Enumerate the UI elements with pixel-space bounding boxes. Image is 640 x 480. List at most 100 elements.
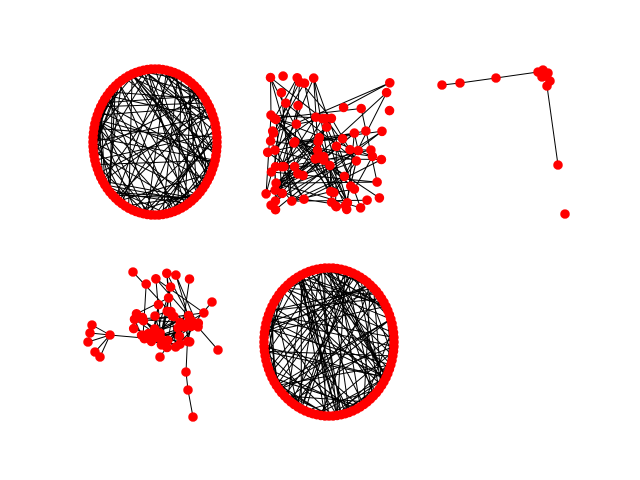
random-edge — [281, 165, 330, 168]
shell-edge — [265, 284, 371, 325]
shell-edge — [287, 318, 392, 400]
random-node — [298, 170, 308, 181]
spring-node — [155, 352, 165, 362]
spring-node — [87, 320, 97, 330]
spring-node — [146, 336, 157, 347]
shell-edge — [297, 277, 338, 416]
spring-node — [165, 282, 176, 292]
random-node — [321, 122, 332, 132]
shell-edge — [271, 377, 361, 408]
random-node — [278, 71, 288, 81]
circular-edge — [102, 73, 179, 182]
spring-node — [149, 324, 160, 334]
circular-edge — [94, 123, 114, 196]
circular-edge — [102, 180, 195, 199]
random-edge — [343, 82, 391, 108]
random-edge — [270, 77, 323, 120]
random-node — [372, 177, 382, 187]
random-node — [326, 197, 337, 207]
spring-edge — [142, 284, 147, 336]
random-node — [312, 145, 323, 156]
spring-node — [183, 336, 193, 347]
spring-node — [83, 337, 93, 347]
random-node — [299, 194, 309, 204]
spring-node — [193, 318, 204, 328]
random-edge — [275, 165, 331, 211]
circular-edge — [118, 88, 198, 202]
shell-edge — [290, 276, 361, 403]
shell-edge — [268, 271, 350, 370]
circular-edge — [92, 114, 213, 143]
spring-node — [85, 328, 95, 338]
random-node — [353, 145, 364, 156]
random-node — [376, 154, 387, 165]
shell-edge — [264, 350, 334, 417]
random-node — [339, 171, 350, 182]
shell-edge — [264, 284, 371, 334]
random-node — [331, 141, 342, 152]
random-node — [270, 161, 281, 172]
shell-edge — [265, 323, 361, 408]
spectral-node — [537, 72, 547, 82]
random-edge — [294, 141, 380, 199]
random-node — [310, 154, 321, 164]
random-edge — [294, 141, 357, 162]
spring-edge — [166, 273, 190, 316]
circular-edge — [132, 73, 203, 96]
shell-edge — [304, 272, 385, 382]
random-edge — [353, 156, 373, 190]
shell-edge — [363, 284, 371, 405]
spectral-node — [455, 78, 465, 88]
random-edge — [322, 118, 348, 203]
circular-edge — [124, 77, 217, 152]
random-node — [267, 126, 278, 136]
random-node — [345, 181, 356, 191]
random-edge — [360, 108, 378, 183]
random-node — [308, 73, 319, 83]
spring-node — [173, 323, 183, 333]
random-node — [349, 128, 360, 138]
spring-node — [156, 339, 167, 350]
random-node — [337, 133, 348, 144]
random-edge — [291, 191, 331, 202]
circular-edge — [154, 132, 217, 216]
circular-edge — [102, 95, 203, 104]
circular-edge — [109, 191, 189, 205]
shell-edge — [293, 294, 380, 405]
random-node — [265, 136, 276, 146]
circular-edge — [95, 164, 148, 215]
random-node — [351, 156, 362, 166]
circular-edge — [115, 69, 164, 199]
shell-edge — [304, 388, 380, 412]
spring-node — [150, 311, 160, 321]
spectral-edge — [495, 71, 539, 79]
circular-edge — [97, 106, 210, 116]
circular-edge — [95, 118, 217, 152]
shell-edge — [297, 277, 342, 415]
shell-edge — [300, 273, 354, 410]
random-edge — [318, 137, 348, 203]
shell-edge — [324, 267, 387, 378]
random-node — [294, 77, 305, 87]
random-node — [325, 160, 335, 171]
spring-node — [141, 279, 151, 289]
circular-edge — [92, 141, 198, 196]
random-node — [276, 87, 287, 98]
circular-edge — [121, 71, 171, 204]
random-node — [317, 113, 328, 124]
circular-edge — [104, 184, 167, 215]
circular-edge — [162, 119, 215, 215]
circular-edge — [102, 102, 215, 166]
shell-edge — [308, 271, 394, 357]
spectral-node — [542, 81, 552, 91]
random-node — [261, 189, 271, 199]
spring-node — [171, 270, 181, 280]
circular-edge — [94, 127, 217, 138]
random-node — [361, 126, 371, 136]
circular-edge — [146, 137, 218, 215]
shell-edge — [278, 346, 395, 390]
random-layout-panel — [261, 71, 395, 215]
random-edge — [270, 77, 272, 116]
